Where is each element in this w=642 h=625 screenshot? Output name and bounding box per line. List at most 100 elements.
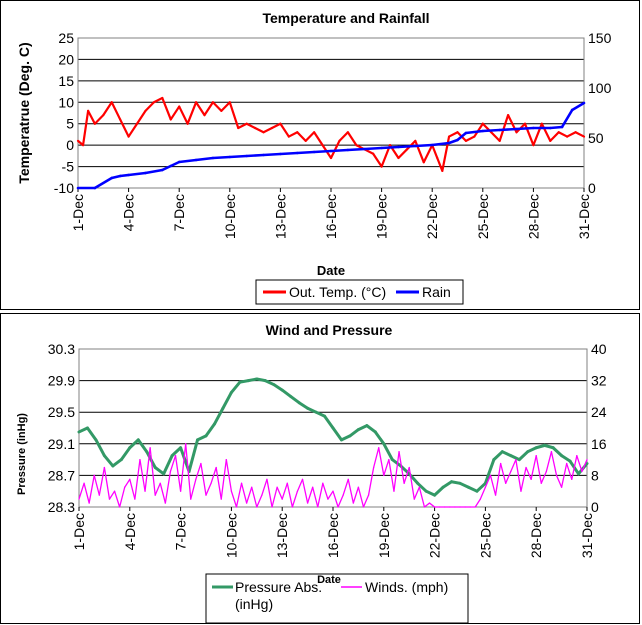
series-segment <box>378 447 385 477</box>
y2-tick-label: 8 <box>591 467 599 483</box>
series-segment <box>108 490 116 500</box>
y2-axis-ticks: 150 100 50 0 <box>588 30 612 196</box>
series-segment <box>346 147 367 152</box>
series-segment <box>271 486 278 508</box>
series-segment <box>332 490 339 508</box>
series-segment <box>251 486 258 508</box>
plot-area <box>77 37 585 189</box>
legend: Date Pressure Abs. (inHg) Winds. (mph) <box>205 573 469 624</box>
series-pressure-abs-inhg <box>77 377 589 497</box>
legend-box <box>205 573 469 624</box>
series-segment <box>433 485 445 497</box>
series-segment <box>413 486 421 500</box>
x-tick-label: 22-Dec <box>424 194 440 239</box>
series-segment <box>373 430 386 446</box>
series-segment <box>362 494 370 508</box>
series-segment <box>93 176 114 190</box>
series-segment <box>306 406 318 414</box>
series-segment <box>525 466 532 481</box>
series-segment <box>152 96 164 104</box>
y-tick-label: 0 <box>66 137 74 153</box>
series-segment <box>262 152 282 157</box>
series-segment <box>211 101 223 112</box>
x-tick-label: 31-Dec <box>579 513 595 558</box>
series-segment <box>339 434 352 442</box>
x-axis-label: Date <box>317 263 345 278</box>
series-segment <box>441 480 454 489</box>
x-axis-label: Date <box>317 574 341 586</box>
series-segment <box>393 451 400 492</box>
series-segment <box>398 451 405 484</box>
series-segment <box>545 451 553 473</box>
series-segment <box>245 122 257 130</box>
legend-label-pressure: Pressure Abs. (inHg) <box>235 579 326 612</box>
series-segment <box>237 122 248 130</box>
x-tick-label: 25-Dec <box>477 513 493 558</box>
series-segment <box>98 466 106 496</box>
series-segment <box>323 414 335 430</box>
chart-title: Wind and Pressure <box>266 322 393 338</box>
series-segment <box>186 101 198 125</box>
series-segment <box>93 114 105 125</box>
series-segment <box>220 101 231 112</box>
series-segment <box>314 410 327 418</box>
series-segment <box>110 174 122 180</box>
series-segment <box>520 466 527 492</box>
series-segment <box>113 490 121 508</box>
series-segment <box>102 101 113 117</box>
series-segment <box>494 462 502 496</box>
series-segment <box>228 154 248 159</box>
wind-pressure-chart: Wind and Pressure 30.3 29.9 29.5 29.1 28.7 28… <box>16 322 607 624</box>
x-tick-label: 22-Dec <box>427 513 443 558</box>
grid-lines <box>78 37 584 189</box>
x-tick-label: 13-Dec <box>274 513 290 558</box>
series-segment <box>540 122 552 142</box>
wind-pressure-panel: Wind and Pressure 30.3 29.9 29.5 29.1 28.7 28… <box>0 313 640 624</box>
x-axis-ticks: 1-Dec 4-Dec 7-Dec 10-Dec 13-Dec 16-Dec 19-Dec 2… <box>70 188 592 239</box>
series-segment <box>135 109 147 125</box>
series-segment <box>276 486 283 500</box>
series-segment <box>127 171 147 177</box>
series-segment <box>124 478 131 488</box>
series-segment <box>179 443 187 492</box>
x-tick-label: 7-Dec <box>173 513 189 550</box>
series-segment <box>139 458 146 492</box>
series-segment <box>526 446 538 454</box>
series-segment <box>441 135 451 172</box>
series-out-temp-c <box>76 96 586 172</box>
y-tick-label: 25 <box>58 30 74 46</box>
series-segment <box>464 129 485 135</box>
series-segment <box>535 454 542 484</box>
series-segment <box>428 502 436 508</box>
y2-tick-label: 0 <box>588 180 596 196</box>
series-segment <box>372 447 380 469</box>
series-segment <box>144 101 155 112</box>
series-segment <box>549 131 560 142</box>
series-segment <box>367 466 375 496</box>
series-segment <box>365 424 377 434</box>
series-segment <box>342 478 349 496</box>
series-segment <box>144 447 151 492</box>
series-segment <box>474 498 481 508</box>
series-segment <box>403 466 410 484</box>
series-segment <box>312 149 333 154</box>
series-segment <box>161 96 172 121</box>
y-tick-label: 29.5 <box>48 404 75 420</box>
x-tick-label: 4-Dec <box>121 194 137 231</box>
series-segment <box>203 101 215 117</box>
y-axis-label: Pressure (inHg) <box>16 413 28 495</box>
x-axis-ticks: 1-Dec 4-Dec 7-Dec 10-Dec 13-Dec 16-Dec 19-Dec 2… <box>71 507 595 558</box>
series-segment <box>327 490 334 500</box>
series-segment <box>555 474 563 488</box>
series-segment <box>510 458 517 473</box>
series-segment <box>245 153 265 158</box>
series-group <box>76 96 586 190</box>
series-segment <box>272 383 284 392</box>
series-segment <box>77 426 89 434</box>
y2-tick-label: 150 <box>588 30 612 46</box>
series-segment <box>205 482 212 496</box>
series-segment <box>296 131 307 142</box>
series-segment <box>194 156 215 162</box>
series-segment <box>499 462 507 484</box>
series-segment <box>383 458 390 477</box>
